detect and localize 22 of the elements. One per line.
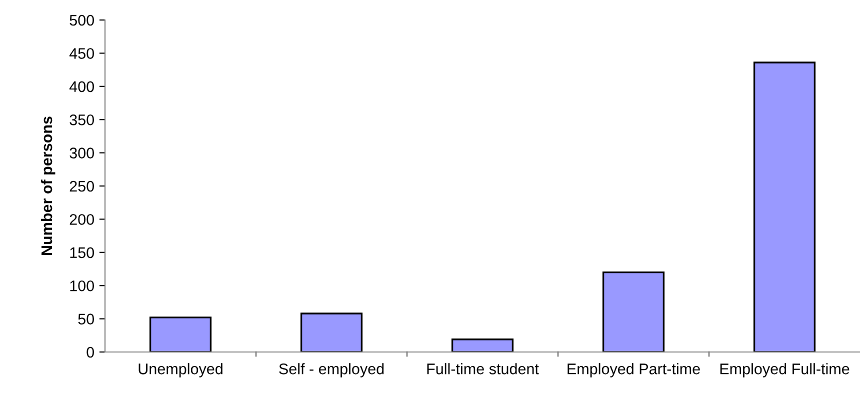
y-tick-label: 400 <box>69 81 94 92</box>
bar <box>602 271 665 352</box>
y-tick-label: 100 <box>70 280 94 292</box>
bar <box>753 62 816 352</box>
bar <box>300 312 363 352</box>
y-tick-label: 50 <box>78 314 94 324</box>
y-tick-label: 200 <box>70 214 94 225</box>
x-tick-label: Self - employed <box>279 363 384 378</box>
y-tick-label: 300 <box>70 148 94 158</box>
y-tick-label: 500 <box>70 14 94 26</box>
y-axis-title: Number of persons <box>40 116 56 256</box>
bar <box>149 316 212 352</box>
bar <box>451 338 514 352</box>
x-tick-label: Unemployed <box>138 363 222 378</box>
x-tick-label: Employed Part-time <box>568 363 700 378</box>
y-tick-label: 350 <box>70 114 94 126</box>
y-tick-label: 250 <box>70 180 94 192</box>
y-tick-label: 0 <box>86 346 94 358</box>
x-tick-label: Full-time student <box>427 363 539 374</box>
x-tick-label: Employed Full-time <box>720 363 850 378</box>
y-tick-label: 150 <box>70 247 94 258</box>
y-tick-label: 450 <box>69 48 94 59</box>
